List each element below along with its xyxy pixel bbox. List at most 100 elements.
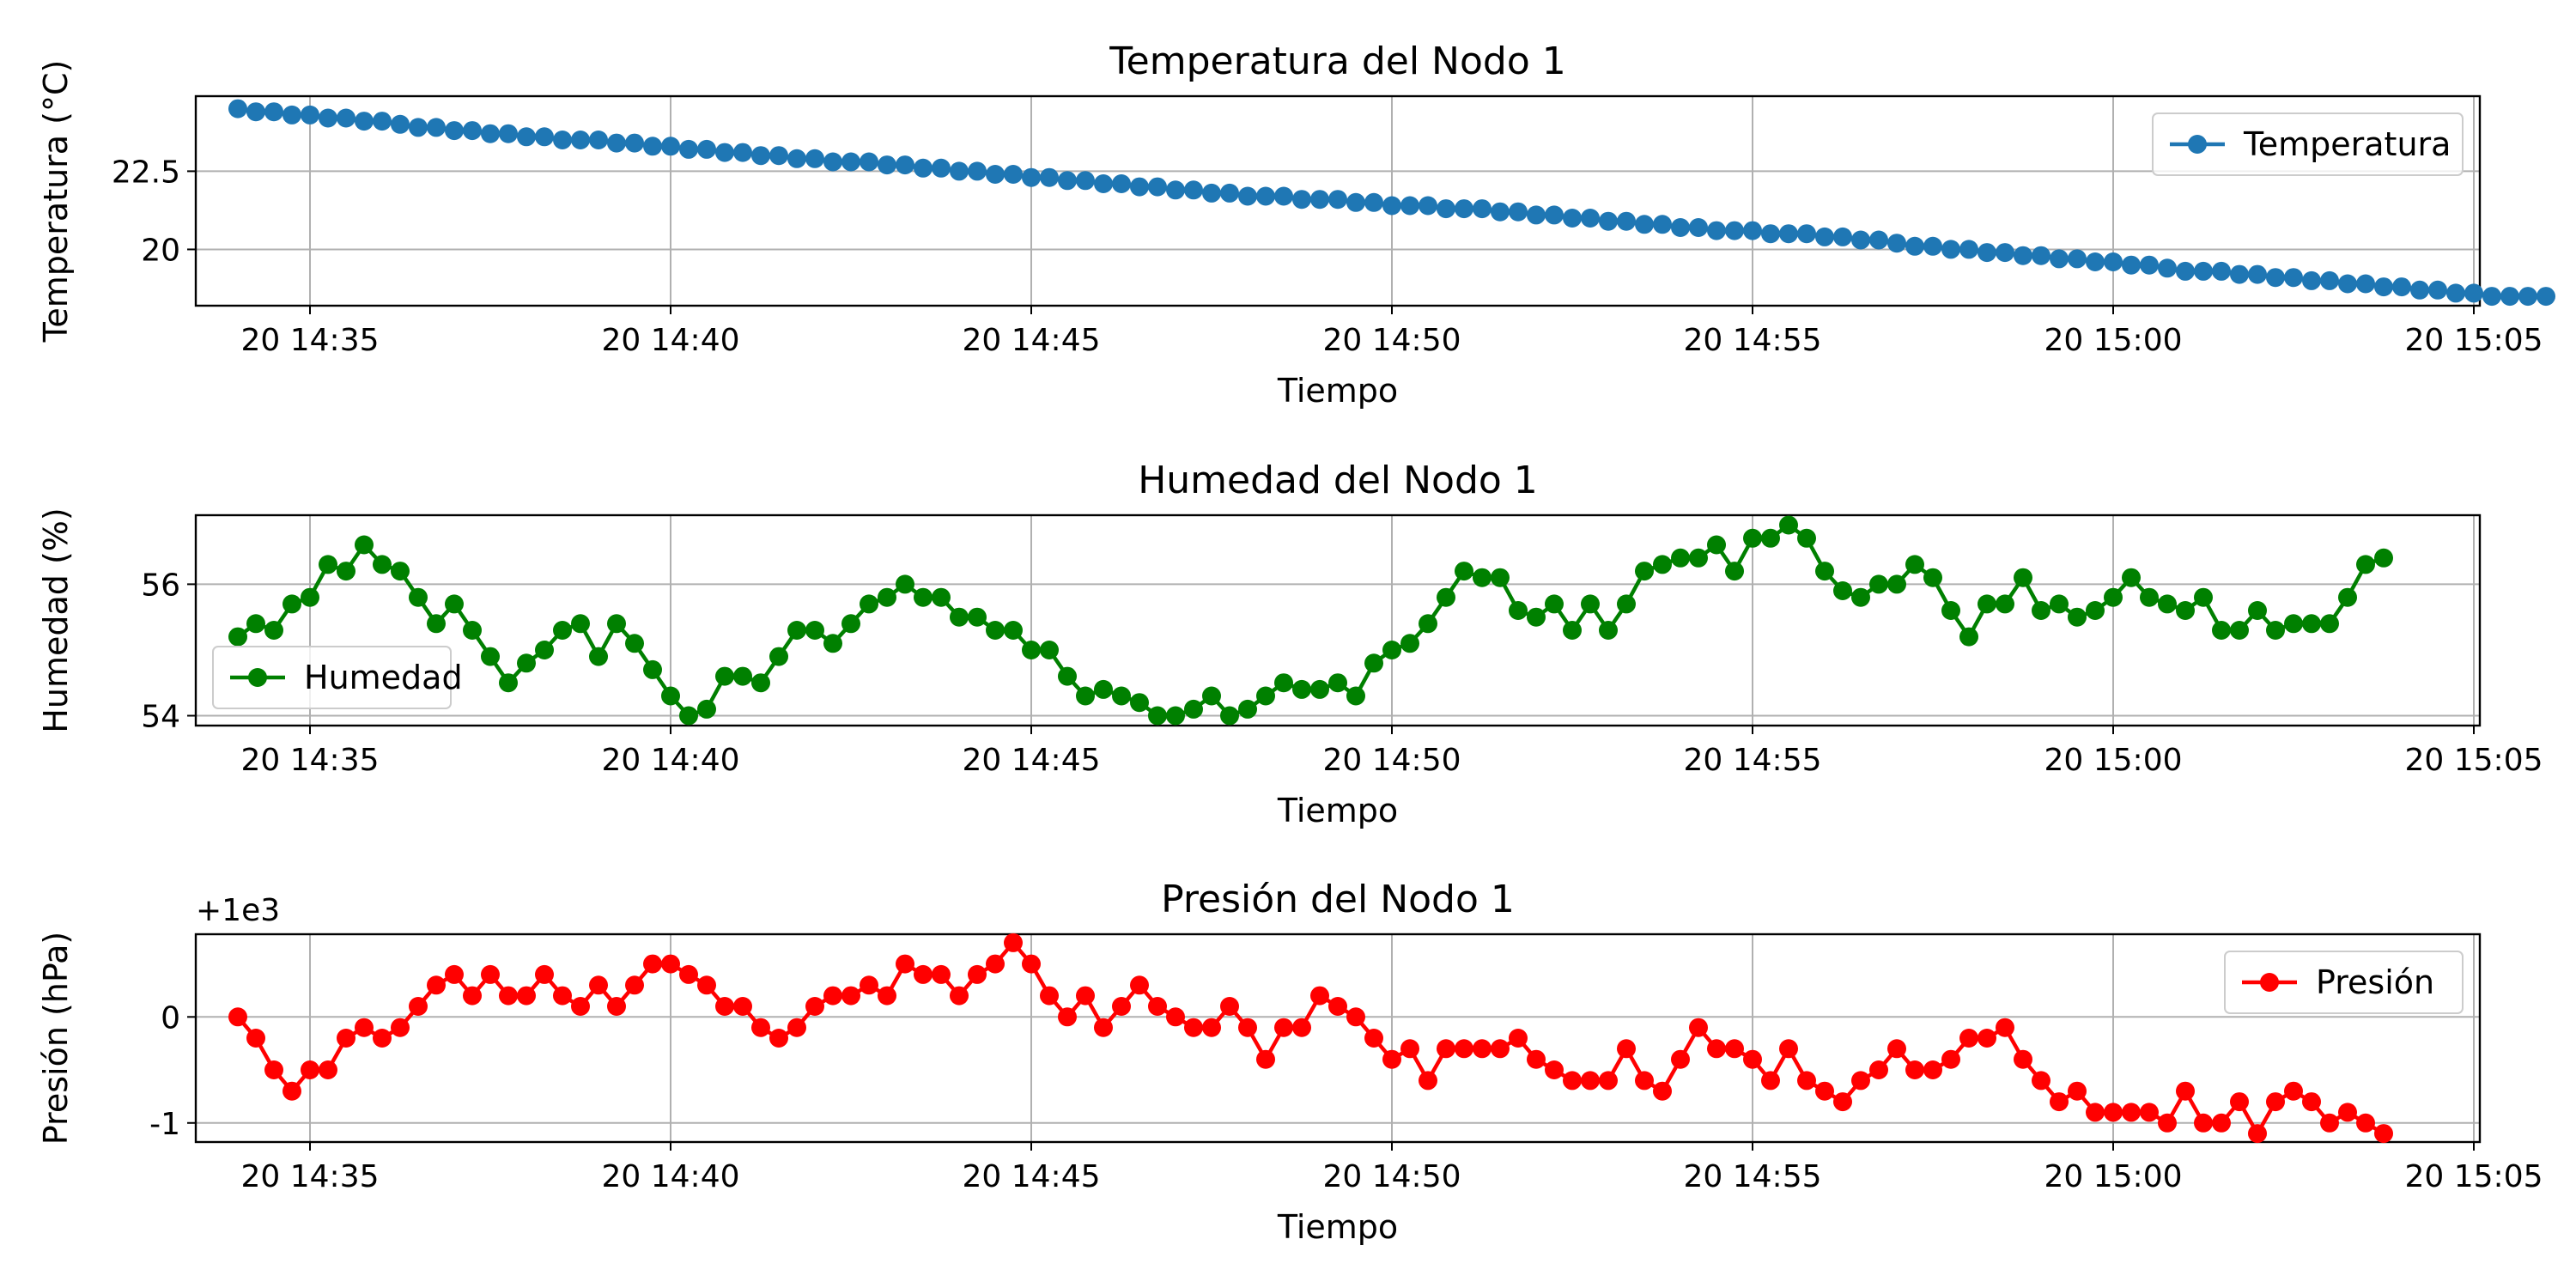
data-point [1040, 167, 1059, 187]
data-point [283, 105, 301, 125]
data-point [2194, 261, 2213, 281]
data-point [1256, 686, 1275, 706]
data-point [715, 997, 734, 1016]
data-point [499, 673, 518, 693]
data-point [1653, 215, 1672, 234]
data-point [1653, 1081, 1672, 1101]
plot-frame [194, 513, 2482, 727]
data-point [2410, 280, 2429, 300]
data-point [2032, 601, 2050, 620]
data-point [1076, 686, 1095, 706]
data-point [1364, 1029, 1383, 1048]
x-tick-label: 20 15:00 [2044, 323, 2183, 358]
data-point [246, 614, 265, 634]
data-point [841, 152, 860, 172]
x-axis-label: Tiempo [1277, 1208, 1398, 1246]
data-point [2140, 1103, 2159, 1122]
data-point [1923, 568, 1942, 587]
data-point [769, 1029, 788, 1048]
data-point [1076, 171, 1095, 191]
x-tick-label: 20 14:50 [1323, 743, 1461, 778]
data-point [1815, 562, 1834, 581]
data-point [283, 594, 301, 614]
data-point [2176, 261, 2195, 281]
x-tick-label: 20 14:45 [963, 323, 1101, 358]
data-point [1364, 653, 1383, 673]
data-point [319, 108, 337, 128]
data-point [2104, 252, 2123, 271]
data-point [2140, 587, 2159, 607]
data-point [1887, 1039, 1906, 1059]
data-point [1959, 240, 1978, 259]
data-point [607, 997, 626, 1016]
data-point [950, 986, 969, 1005]
x-axis-label: Tiempo [1277, 792, 1398, 829]
x-tick-label: 20 15:00 [2044, 743, 2183, 778]
data-point [1923, 236, 1942, 256]
data-point [1202, 686, 1221, 706]
y-tick-label: 54 [141, 700, 180, 735]
data-point [517, 986, 536, 1005]
data-point [2086, 601, 2105, 620]
x-tick-label: 20 15:05 [2405, 1159, 2543, 1194]
data-point [1004, 165, 1023, 184]
data-point [355, 112, 374, 131]
legend-box [212, 646, 452, 709]
data-point [1761, 528, 1780, 548]
data-point [246, 102, 265, 122]
data-point [1040, 986, 1059, 1005]
data-point [1437, 1039, 1455, 1059]
data-point [1112, 686, 1131, 706]
data-point [679, 964, 698, 984]
data-point [2122, 1103, 2141, 1122]
data-point [2356, 1113, 2375, 1133]
data-point [715, 143, 734, 162]
data-point [2086, 252, 2105, 271]
data-point [1743, 221, 1762, 240]
chart-title: Presión del Nodo 1 [1161, 878, 1515, 921]
x-tick-label: 20 14:35 [241, 1159, 380, 1194]
data-point [2356, 274, 2375, 294]
data-point [2392, 277, 2411, 297]
data-point [1725, 562, 1744, 581]
data-point [1058, 171, 1077, 191]
data-point [1328, 997, 1347, 1016]
data-point [1220, 997, 1239, 1016]
data-point [805, 997, 824, 1016]
data-point [2158, 1113, 2177, 1133]
data-point [769, 647, 788, 666]
data-point [1599, 1071, 1618, 1091]
data-point [986, 621, 1005, 640]
data-point [1473, 199, 1492, 219]
data-point [1815, 1081, 1834, 1101]
data-point [1743, 1049, 1762, 1069]
data-point [661, 137, 680, 156]
data-point [1545, 205, 1564, 225]
data-point [1707, 221, 1726, 240]
data-point [878, 986, 896, 1005]
data-point [1905, 236, 1924, 256]
data-point [1292, 1018, 1311, 1037]
data-point [1310, 679, 1329, 699]
data-point [2356, 555, 2375, 574]
data-point [1112, 174, 1131, 193]
data-point [391, 114, 410, 134]
data-point [1833, 581, 1852, 600]
data-point [1978, 243, 1996, 263]
data-point [2014, 1049, 2032, 1069]
data-point [301, 1060, 319, 1079]
data-point [1815, 227, 1834, 246]
data-point [805, 621, 824, 640]
data-point [1400, 634, 1419, 653]
data-point [643, 954, 662, 974]
data-point [2104, 1103, 2123, 1122]
data-point [643, 659, 662, 679]
legend-label: Humedad [304, 659, 463, 696]
data-point [986, 165, 1005, 184]
data-point [2176, 1081, 2195, 1101]
data-point [2284, 614, 2303, 634]
data-point [2266, 268, 2285, 288]
data-point [1058, 1007, 1077, 1027]
data-point [986, 954, 1005, 974]
data-point [2086, 1103, 2105, 1122]
